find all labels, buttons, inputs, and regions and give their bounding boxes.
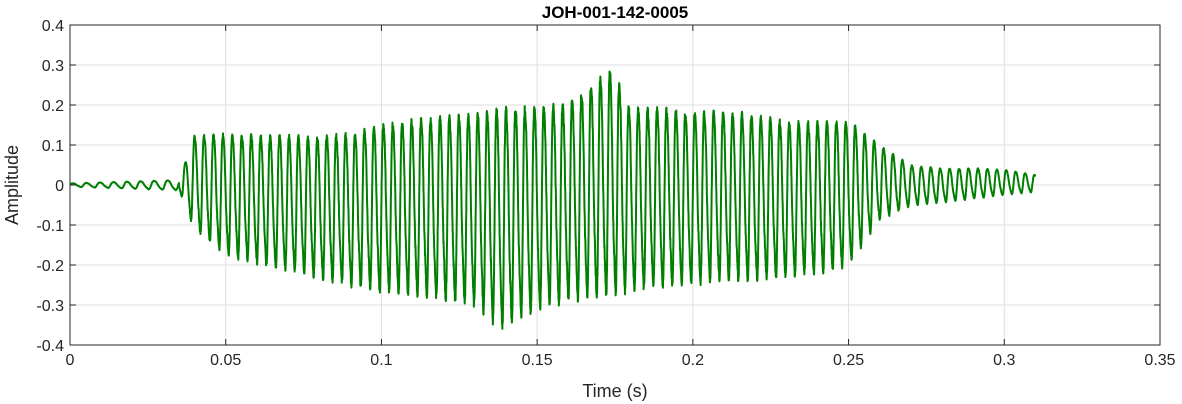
x-tick-label: 0.05	[210, 352, 241, 369]
waveform-series-line	[69, 70, 1037, 330]
y-tick-label: 0.2	[42, 98, 64, 115]
x-tick-label: 0.3	[993, 352, 1015, 369]
tick-marks	[69, 24, 1161, 346]
x-tick-label: 0	[66, 352, 75, 369]
x-tick-label: 0.25	[833, 352, 864, 369]
x-tick-label: 0.2	[682, 352, 704, 369]
y-tick-label: -0.3	[36, 298, 64, 315]
x-tick-label: 0.15	[522, 352, 553, 369]
y-tick-label: 0.3	[42, 58, 64, 75]
y-tick-labels: -0.4 -0.3 -0.2 -0.1 0 0.1 0.2 0.3 0.4	[36, 18, 64, 355]
y-tick-label: 0	[55, 178, 64, 195]
series-layer	[69, 70, 1037, 330]
y-tick-label: 0.1	[42, 138, 64, 155]
y-tick-label: -0.4	[36, 338, 64, 355]
y-tick-label: -0.2	[36, 258, 64, 275]
x-tick-label: 0.1	[370, 352, 392, 369]
y-tick-label: 0.4	[42, 18, 64, 35]
x-tick-labels: 0 0.05 0.1 0.15 0.2 0.25 0.3 0.35	[66, 352, 1176, 369]
x-axis-label: Time (s)	[582, 381, 647, 401]
y-tick-label: -0.1	[36, 218, 64, 235]
y-axis-label: Amplitude	[2, 145, 22, 225]
chart-title: JOH-001-142-0005	[542, 3, 688, 22]
x-tick-label: 0.35	[1144, 352, 1175, 369]
